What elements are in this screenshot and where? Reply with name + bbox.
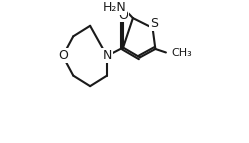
Text: H₂N: H₂N [103,1,126,14]
Text: O: O [118,9,128,22]
Text: N: N [102,49,112,62]
Text: S: S [150,17,158,30]
Text: O: O [58,49,68,62]
Text: CH₃: CH₃ [172,48,192,58]
